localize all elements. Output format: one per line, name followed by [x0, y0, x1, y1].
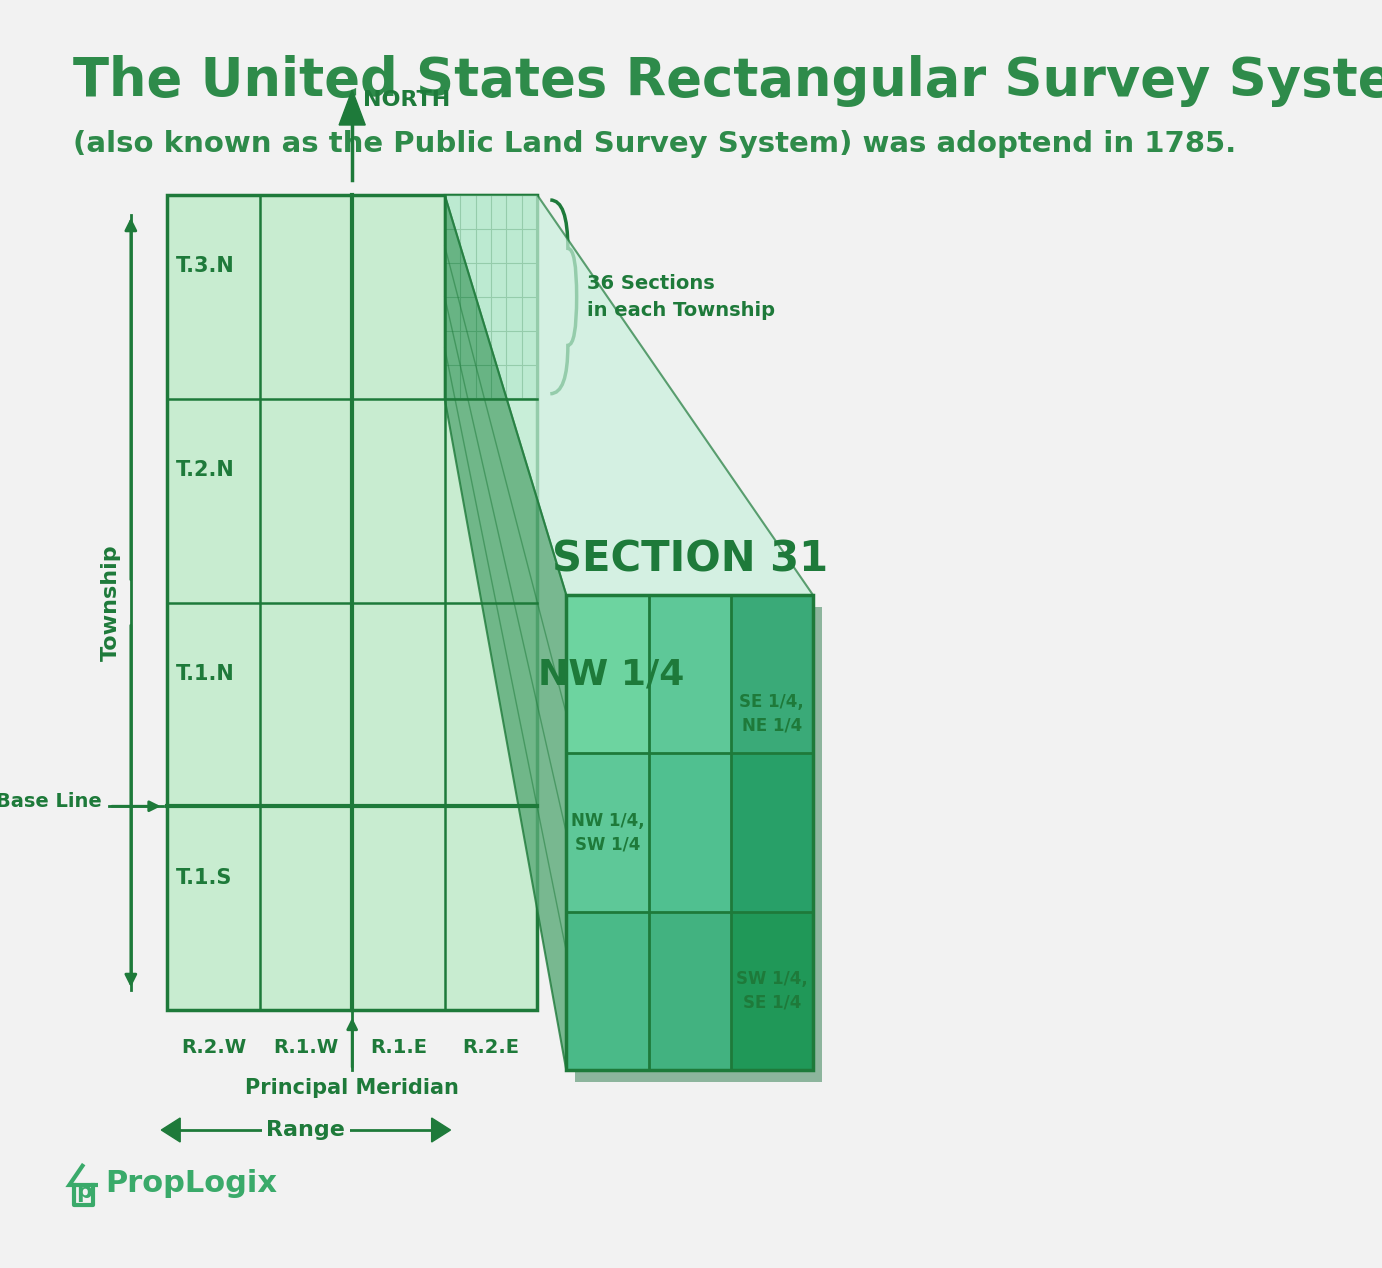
- Polygon shape: [575, 607, 822, 1082]
- Text: T.1.N: T.1.N: [176, 664, 235, 683]
- Polygon shape: [445, 195, 567, 1070]
- Text: Base Line: Base Line: [0, 791, 102, 810]
- Text: NORTH: NORTH: [363, 90, 451, 110]
- Bar: [567, 753, 648, 912]
- Text: R.2.E: R.2.E: [463, 1038, 520, 1058]
- Text: NW 1/4: NW 1/4: [539, 657, 684, 691]
- Bar: [567, 912, 648, 1070]
- Text: T.3.N: T.3.N: [176, 256, 235, 276]
- Text: PropLogix: PropLogix: [105, 1169, 278, 1197]
- Polygon shape: [431, 1118, 451, 1142]
- Text: R.1.W: R.1.W: [274, 1038, 339, 1058]
- Polygon shape: [162, 1118, 180, 1142]
- Bar: [731, 595, 813, 753]
- Polygon shape: [445, 195, 813, 595]
- Bar: [567, 595, 813, 1070]
- Polygon shape: [339, 90, 365, 126]
- Text: 36 Sections
in each Township: 36 Sections in each Township: [586, 274, 774, 320]
- Text: R.1.E: R.1.E: [370, 1038, 427, 1058]
- Bar: [731, 912, 813, 1070]
- Text: SE 1/4,
NE 1/4: SE 1/4, NE 1/4: [739, 692, 804, 734]
- Bar: [731, 753, 813, 912]
- Text: T.2.N: T.2.N: [176, 460, 235, 481]
- Text: Range: Range: [267, 1120, 346, 1140]
- Text: NW 1/4,
SW 1/4: NW 1/4, SW 1/4: [571, 812, 644, 853]
- Text: T.1.S: T.1.S: [176, 867, 232, 888]
- Bar: [167, 195, 538, 1011]
- Bar: [648, 912, 731, 1070]
- Bar: [648, 595, 731, 753]
- Bar: [648, 753, 731, 912]
- Text: Township: Township: [101, 544, 120, 661]
- Text: (also known as the Public Land Survey System) was adoptend in 1785.: (also known as the Public Land Survey Sy…: [73, 131, 1236, 158]
- Text: p: p: [76, 1182, 91, 1202]
- Text: The United States Rectangular Survey System: The United States Rectangular Survey Sys…: [73, 55, 1382, 107]
- Text: R.2.W: R.2.W: [181, 1038, 246, 1058]
- Text: Principal Meridian: Principal Meridian: [245, 1078, 459, 1098]
- Bar: [567, 595, 648, 753]
- Bar: [445, 195, 538, 398]
- Text: SECTION 31: SECTION 31: [551, 539, 828, 581]
- Text: SW 1/4,
SE 1/4: SW 1/4, SE 1/4: [737, 970, 807, 1012]
